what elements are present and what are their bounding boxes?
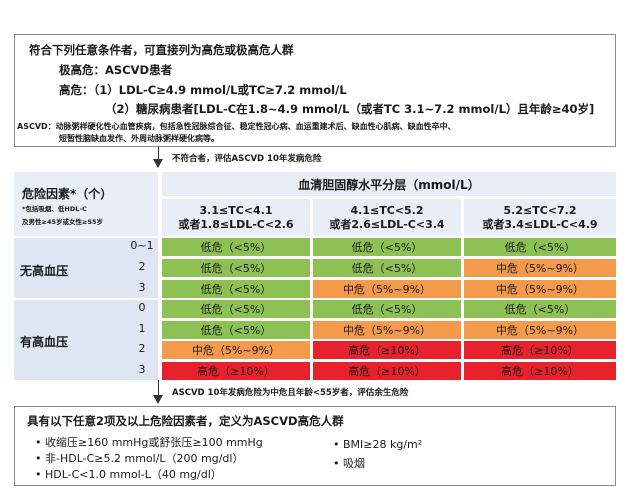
column-3-ldl: 或者3.4≤LDL-C<4.9 <box>482 217 598 231</box>
risk-factor-header <box>14 172 158 236</box>
arrow-2-line <box>158 380 159 396</box>
risk-cell-r1-c2: 低危（<5%） <box>313 238 461 256</box>
risk-item-bmi: • BMI≥28 kg/m² <box>333 438 423 451</box>
risk-count-row-1: 0~1 <box>130 239 154 252</box>
risk-item-non-hdl: • 非-HDL-C≥5.2 mmol/L（200 mg/dl） <box>35 452 244 465</box>
strata-title: 血清胆固醇水平分层（mmol/L） <box>162 172 616 196</box>
risk-cell-r7-c2: 高危（≥10%） <box>313 362 461 380</box>
risk-cell-r5-c2: 中危（5%~9%） <box>313 321 461 339</box>
risk-cell-r4-c3: 低危（<5%） <box>464 300 616 318</box>
risk-cell-r5-c3: 中危（5%~9%） <box>464 321 616 339</box>
risk-factor-sub-2: 及男性≥45岁或女性≥55岁 <box>22 218 103 226</box>
risk-cell-r6-c2: 高危（≥10%） <box>313 341 461 359</box>
risk-item-blood-pressure: • 收缩压≥160 mmHg或舒张压≥100 mmHg <box>35 436 263 449</box>
risk-cell-r6-c3: 高危（≥10%） <box>464 341 616 359</box>
arrow-1-head <box>153 159 163 168</box>
risk-cell-r1-c3: 低危（<5%） <box>464 238 616 256</box>
risk-cell-r3-c3: 中危（5%~9%） <box>464 280 616 298</box>
risk-count-row-4: 0 <box>138 301 146 314</box>
risk-cell-r2-c1: 低危（<5%） <box>162 259 310 277</box>
high-risk-line-2: （2）糖尿病患者[LDL-C在1.8~4.9 mmol/L（或者TC 3.1~7… <box>105 102 595 116</box>
column-header-3: 5.2≤TC<7.2 或者3.4≤LDL-C<4.9 <box>464 199 616 236</box>
risk-cell-r4-c2: 低危（<5%） <box>313 300 461 318</box>
risk-factor-title: 危险因素*（个） <box>22 187 113 201</box>
arrow-1-line <box>158 147 159 160</box>
column-2-ldl: 或者2.6≤LDL-C<3.4 <box>329 217 445 231</box>
risk-count-row-6: 2 <box>138 342 146 355</box>
column-header-1: 3.1≤TC<4.1 或者1.8≤LDL-C<2.6 <box>162 199 310 236</box>
risk-cell-r6-c1: 中危（5%~9%） <box>162 341 310 359</box>
risk-cell-r3-c1: 低危（<5%） <box>162 280 310 298</box>
risk-item-hdl: • HDL-C<1.0 mmol-L（40 mg/dl） <box>35 468 222 481</box>
group-no-hypertension-bg <box>14 238 158 298</box>
ascvd-note-2: 短暂性脑缺血发作、外周动脉粥样硬化病等。 <box>59 134 219 143</box>
arrow-1-note: 不符合者，评估ASCVD 10年发病危险 <box>172 154 322 164</box>
risk-cell-r3-c2: 中危（5%~9%） <box>313 280 461 298</box>
risk-count-row-2: 2 <box>138 260 146 273</box>
risk-cell-r7-c1: 高危（≥10%） <box>162 362 310 380</box>
group-hypertension-label: 有高血压 <box>20 335 69 349</box>
risk-cell-r1-c1: 低危（<5%） <box>162 238 310 256</box>
risk-count-row-7: 3 <box>138 363 146 376</box>
column-1-tc: 3.1≤TC<4.1 <box>199 203 273 217</box>
risk-cell-r4-c1: 低危（<5%） <box>162 300 310 318</box>
criteria-title: 符合下列任意条件者，可直接列为高危或极高危人群 <box>29 43 294 57</box>
group-no-hypertension-label: 无高血压 <box>20 264 69 278</box>
additional-risk-box: 具有以下任意2项及以上危险因素者，定义为ASCVD高危人群 • 收缩压≥160 … <box>14 406 616 486</box>
criteria-box: 符合下列任意条件者，可直接列为高危或极高危人群 极高危：ASCVD患者 高危：（… <box>14 34 616 147</box>
risk-count-row-3: 3 <box>138 281 146 294</box>
risk-cell-r5-c1: 低危（<5%） <box>162 321 310 339</box>
column-2-tc: 4.1≤TC<5.2 <box>350 203 424 217</box>
ascvd-note-1: ASCVD：动脉粥样硬化性心血管疾病，包括急性冠脉综合征、稳定性冠心病、血运重建… <box>17 122 456 131</box>
risk-factor-sub-1: *包括吸烟、低HDL-C <box>22 205 87 213</box>
column-1-ldl: 或者1.8≤LDL-C<2.6 <box>178 217 294 231</box>
column-header-2: 4.1≤TC<5.2 或者2.6≤LDL-C<3.4 <box>313 199 461 236</box>
column-3-tc: 5.2≤TC<7.2 <box>503 203 577 217</box>
risk-cell-r2-c3: 中危（5%~9%） <box>464 259 616 277</box>
risk-count-row-5: 1 <box>138 322 146 335</box>
arrow-2-note: ASCVD 10年发病危险为中危且年龄<55岁者，评估余生危险 <box>172 388 409 398</box>
additional-risk-title: 具有以下任意2项及以上危险因素者，定义为ASCVD高危人群 <box>27 414 344 428</box>
risk-cell-r2-c2: 低危（<5%） <box>313 259 461 277</box>
risk-cell-r7-c3: 高危（≥10%） <box>464 362 616 380</box>
arrow-2-head <box>153 395 163 404</box>
high-risk-line-1: 高危：（1）LDL-C≥4.9 mmol/L或TC≥7.2 mmol/L <box>59 83 347 97</box>
very-high-risk-line: 极高危：ASCVD患者 <box>59 63 173 77</box>
group-hypertension-bg <box>14 300 158 380</box>
risk-item-smoking: • 吸烟 <box>333 457 365 470</box>
